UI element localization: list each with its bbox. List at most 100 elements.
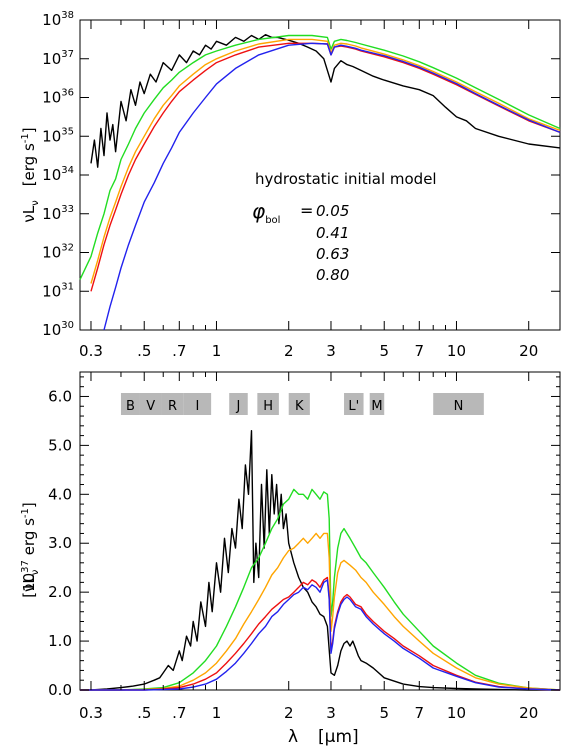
top-y-tick-label: 1037 — [42, 49, 74, 68]
top-y-tick-base: 10 — [42, 244, 61, 262]
bottom-ylabel-sub: ν — [30, 569, 41, 575]
top-y-tick-label: 1038 — [42, 10, 74, 29]
band-box — [229, 393, 248, 415]
phi-value-1: 0.41 — [316, 224, 349, 242]
phi-value-0: 0.05 — [316, 202, 349, 220]
top-y-tick-exp: 30 — [61, 320, 74, 331]
bottom-series-line-4 — [80, 579, 561, 691]
bottom-x-ticks: 0.3 .5 .7 1 2 3 5 7 10 20 — [79, 372, 538, 722]
bottom-x-tick-label: 7 — [415, 704, 425, 722]
band-box — [183, 393, 212, 415]
band-box — [344, 393, 364, 415]
phi-label: φbol — [252, 199, 280, 226]
bottom-ylabel-unit-rest: erg s — [20, 518, 38, 560]
band-box — [161, 393, 184, 415]
phi-value-2: 0.63 — [316, 245, 349, 263]
bottom-panel-linear-sed: B V R I J H K L' M N 0.0 1.0 2.0 3.0 4.0 5.0 6.0 0.3 .5.… — [20, 371, 561, 747]
top-y-tick-label: 1034 — [42, 165, 74, 184]
phi-equals: = — [300, 201, 313, 220]
top-y-tick-base: 10 — [42, 166, 61, 184]
band-label: L' — [348, 399, 359, 414]
top-series-lines — [79, 34, 561, 331]
top-x-tick-label: 10 — [447, 342, 466, 360]
top-y-tick-base: 10 — [42, 321, 61, 339]
top-y-tick-exp: 36 — [61, 88, 74, 99]
band-box — [120, 393, 140, 415]
bottom-y-tick-label: 6.0 — [48, 387, 72, 405]
top-y-tick-label: 1036 — [42, 88, 74, 107]
bottom-ylabel-unit-close: ] — [20, 502, 38, 508]
bottom-y-tick-label: 4.0 — [48, 485, 72, 503]
bottom-x-tick-label: 1 — [212, 704, 222, 722]
svg-text:νLν: νLν — [20, 569, 41, 592]
band-box — [288, 393, 310, 415]
bottom-x-tick-label: .5 — [137, 704, 151, 722]
phi-symbol: φ — [252, 199, 265, 223]
top-y-tick-label: 1030 — [42, 320, 74, 339]
band-label: K — [295, 399, 304, 414]
top-ylabel-unit: [erg s — [20, 143, 38, 186]
top-y-tick-label: 1033 — [42, 204, 74, 223]
top-y-tick-base: 10 — [42, 11, 61, 29]
bottom-y-tick-label: 3.0 — [48, 534, 72, 552]
bottom-ylabel-unit-sup: 37 — [20, 560, 31, 573]
bottom-x-tick-label: 10 — [447, 704, 466, 722]
top-ylabel-sub: ν — [30, 200, 41, 206]
bottom-series-line-3 — [80, 576, 561, 691]
top-series-line-0 — [90, 34, 561, 168]
top-y-tick-exp: 32 — [61, 243, 74, 254]
band-label: B — [126, 399, 135, 414]
bottom-x-tick-label: 3 — [326, 704, 336, 722]
top-ylabel-main: νL — [20, 205, 38, 222]
bottom-series-line-1 — [80, 488, 561, 691]
top-y-axis-label: νLν [erg s-1] — [20, 127, 41, 222]
phi-subscript: bol — [265, 215, 280, 226]
top-x-tick-label: 0.3 — [79, 342, 103, 360]
top-x-tick-label: 2 — [284, 342, 294, 360]
top-y-tick-base: 10 — [42, 127, 61, 145]
bottom-y-tick-label: 5.0 — [48, 436, 72, 454]
top-y-tick-exp: 38 — [61, 10, 74, 21]
model-annotation: hydrostatic initial model φbol = 0.05 0.… — [252, 170, 437, 284]
top-x-tick-label: 1 — [212, 342, 222, 360]
band-label: V — [146, 399, 155, 414]
bottom-series-line-2 — [80, 532, 561, 691]
band-label: R — [168, 399, 177, 414]
bottom-series-line-0 — [80, 430, 560, 691]
bottom-ylabel-unit-sup2: -1 — [20, 508, 31, 518]
top-series-line-2 — [90, 38, 561, 284]
band-label: I — [195, 399, 199, 414]
annotation-title: hydrostatic initial model — [255, 170, 437, 188]
top-x-tick-label: 7 — [415, 342, 425, 360]
top-ylabel-unit-close: ] — [20, 127, 38, 133]
top-y-tick-exp: 33 — [61, 204, 74, 215]
top-x-tick-label: 20 — [519, 342, 538, 360]
top-x-ticks: 0.3 .5 .7 1 2 3 5 7 10 20 — [79, 20, 538, 360]
bottom-plot-frame — [79, 371, 561, 691]
top-y-tick-base: 10 — [42, 89, 61, 107]
top-ylabel-unit-sup: -1 — [20, 133, 31, 143]
bottom-xlabel-unit: [μm] — [318, 727, 359, 747]
band-box — [369, 393, 385, 415]
band-label: H — [263, 399, 273, 414]
bottom-y-tick-label: 2.0 — [48, 583, 72, 601]
band-box — [257, 393, 279, 415]
bottom-y-tick-label: 1.0 — [48, 632, 72, 650]
svg-text:[1037 erg s-1]: [1037 erg s-1] — [20, 502, 38, 598]
bottom-x-tick-label: .7 — [172, 704, 186, 722]
top-series-line-1 — [79, 34, 561, 280]
band-box — [139, 393, 162, 415]
phi-value-3: 0.80 — [316, 266, 349, 284]
top-y-tick-label: 1031 — [42, 281, 74, 300]
top-y-tick-exp: 31 — [61, 281, 74, 292]
photometric-bands: B V R I J H K L' M N — [120, 393, 484, 415]
top-x-tick-label: 3 — [326, 342, 336, 360]
bottom-ylabel-unit: [10 — [20, 573, 38, 598]
top-y-tick-label: 1035 — [42, 126, 74, 145]
top-y-tick-base: 10 — [42, 282, 61, 300]
bottom-x-tick-label: 2 — [284, 704, 294, 722]
top-y-tick-base: 10 — [42, 50, 61, 68]
top-x-tick-label: .7 — [172, 342, 186, 360]
bottom-y-ticks: 0.0 1.0 2.0 3.0 4.0 5.0 6.0 — [48, 376, 560, 699]
